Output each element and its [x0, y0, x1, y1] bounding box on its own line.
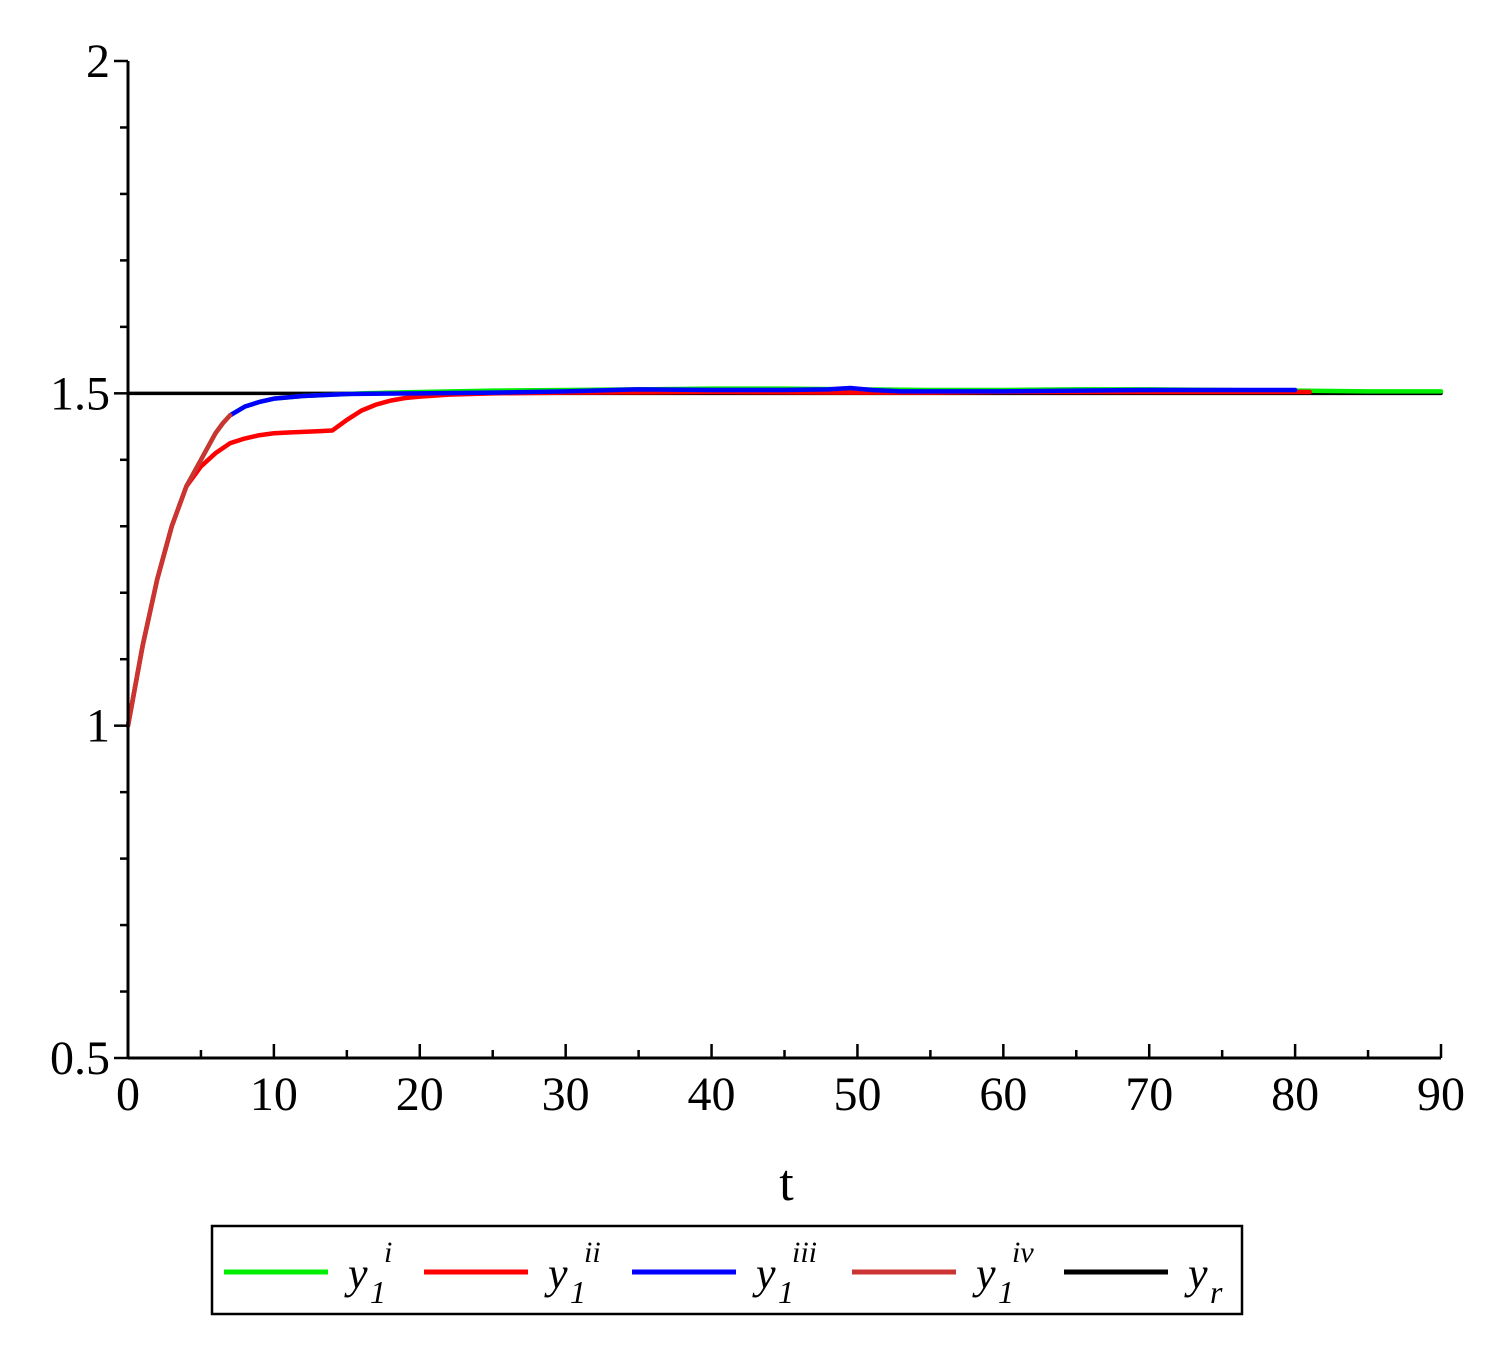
x-tick-label: 10 [250, 1068, 298, 1121]
y-tick-label: 0.5 [50, 1032, 110, 1085]
y-tick-label: 2 [86, 35, 110, 88]
legend-label-base: y [972, 1249, 996, 1298]
y-tick-label: 1.5 [50, 367, 110, 420]
legend-item-1: y 1 ii [424, 1236, 601, 1310]
x-tick-label: 70 [1125, 1068, 1173, 1121]
x-axis-label: t [779, 1155, 794, 1212]
legend-box [210, 1224, 1244, 1316]
x-tick-label: 20 [396, 1068, 444, 1121]
legend-label-sup: ii [584, 1236, 601, 1269]
series-lines [125, 385, 1444, 728]
legend-item-2: y 1 iii [632, 1236, 817, 1310]
x-axis-ticks: 0 10 20 30 40 50 60 70 80 90 [116, 1044, 1465, 1121]
series-line-0 [125, 386, 1444, 728]
x-tick-label: 30 [542, 1068, 590, 1121]
x-tick-label: 50 [833, 1068, 881, 1121]
x-tick-label: 90 [1417, 1068, 1465, 1121]
legend-label-sup: iv [1012, 1236, 1034, 1269]
x-tick-label: 40 [688, 1068, 736, 1121]
legend-label-sub: 1 [570, 1274, 586, 1310]
x-tick-label: 80 [1271, 1068, 1319, 1121]
y-tick-label: 1 [86, 700, 110, 753]
legend-label-sub: 1 [998, 1274, 1014, 1310]
axes: 0 10 20 30 40 50 60 70 80 90 0.5 1 1.5 2 [50, 35, 1465, 1121]
legend-label-sub: r [1210, 1274, 1223, 1310]
legend-label-sub: 1 [370, 1274, 386, 1310]
legend-label-base: y [544, 1249, 568, 1298]
legend-label-base: y [344, 1249, 368, 1298]
legend-label-base: y [752, 1249, 776, 1298]
legend-item-0: y 1 i [224, 1236, 392, 1310]
legend-label-base: y [1184, 1249, 1208, 1298]
legend-label-sup: i [384, 1236, 392, 1269]
series-line-1 [125, 389, 1312, 728]
legend-item-3: y 1 iv [852, 1236, 1034, 1310]
series-line-3 [125, 413, 233, 728]
x-tick-label: 0 [116, 1068, 140, 1121]
series-line-2 [227, 385, 1298, 418]
legend-label-sup: iii [792, 1236, 817, 1269]
legend-label-sub: 1 [778, 1274, 794, 1310]
x-tick-label: 60 [979, 1068, 1027, 1121]
y-axis-ticks: 0.5 1 1.5 2 [50, 35, 128, 1085]
